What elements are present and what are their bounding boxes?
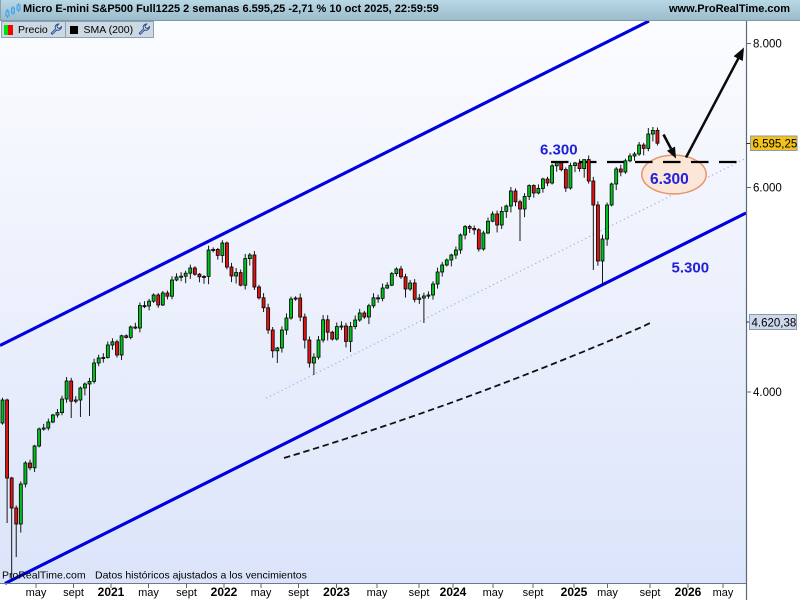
svg-text:may: may — [367, 587, 388, 599]
svg-text:4.000: 4.000 — [753, 387, 782, 399]
svg-text:2025: 2025 — [561, 585, 588, 599]
svg-text:sept: sept — [409, 587, 430, 599]
svg-text:ProRealTime.com: ProRealTime.com — [2, 570, 86, 582]
svg-text:sept: sept — [288, 587, 309, 599]
svg-text:sept: sept — [63, 587, 84, 599]
svg-text:sept: sept — [640, 587, 661, 599]
svg-text:may: may — [483, 587, 504, 599]
svg-text:2024: 2024 — [440, 585, 467, 599]
svg-text:2021: 2021 — [98, 585, 125, 599]
svg-text:may: may — [26, 587, 47, 599]
svg-text:may: may — [597, 587, 618, 599]
svg-text:may: may — [713, 587, 734, 599]
svg-text:8.000: 8.000 — [753, 39, 782, 51]
svg-text:6.300: 6.300 — [540, 142, 578, 159]
svg-text:5.300: 5.300 — [672, 260, 710, 277]
svg-text:2026: 2026 — [675, 585, 702, 599]
svg-text:sept: sept — [176, 587, 197, 599]
svg-text:6.595,25: 6.595,25 — [753, 139, 798, 151]
svg-text:Datos históricos ajustados a l: Datos históricos ajustados a los vencimi… — [95, 570, 307, 582]
svg-text:4.620,38: 4.620,38 — [752, 318, 797, 330]
svg-text:6.300: 6.300 — [650, 171, 689, 188]
svg-text:may: may — [138, 587, 159, 599]
svg-text:may: may — [251, 587, 272, 599]
svg-text:6.000: 6.000 — [753, 183, 782, 195]
svg-text:sept: sept — [523, 587, 544, 599]
svg-text:2023: 2023 — [323, 585, 350, 599]
svg-text:2022: 2022 — [211, 585, 238, 599]
